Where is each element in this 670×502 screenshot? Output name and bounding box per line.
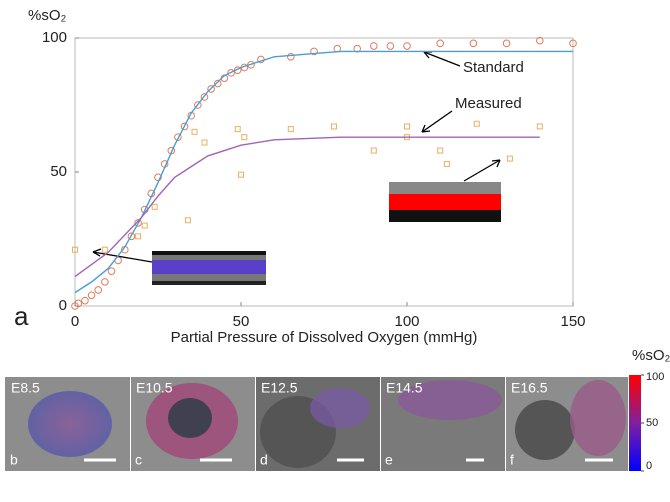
point	[213, 79, 222, 88]
colorbar-tick-label: 50	[646, 417, 658, 429]
point	[569, 39, 577, 48]
point	[194, 101, 202, 109]
point	[180, 122, 189, 131]
arrows	[92, 51, 501, 263]
point	[74, 299, 83, 308]
panel-stage: E10.5	[136, 380, 173, 396]
x-axis-label: Partial Pressure of Dissolved Oxygen (mm…	[171, 329, 478, 346]
panel-letter: d	[260, 452, 268, 468]
point	[184, 217, 191, 224]
point	[174, 133, 182, 141]
fit-line	[74, 136, 540, 278]
point	[227, 69, 235, 77]
point	[127, 232, 136, 241]
annotation: Measured	[455, 95, 522, 112]
point	[404, 123, 410, 130]
point	[386, 42, 395, 50]
point	[87, 291, 96, 300]
point	[502, 39, 511, 48]
ultrasound-panels	[5, 377, 628, 471]
inset-standard	[389, 182, 501, 222]
fit-line	[74, 50, 573, 294]
point	[287, 126, 294, 133]
point	[72, 246, 78, 253]
colorbar-title: %sO₂	[632, 347, 670, 364]
point	[141, 222, 148, 229]
panel-stage: E16.5	[511, 380, 548, 396]
panel-letter: f	[510, 452, 514, 468]
point	[94, 286, 103, 294]
annotation: Standard	[463, 59, 524, 76]
point	[200, 93, 209, 101]
panel-letter: a	[14, 301, 29, 331]
colorbar	[629, 375, 641, 471]
point	[370, 147, 377, 154]
x-tick-label: 150	[560, 313, 585, 330]
point	[201, 139, 208, 146]
point	[287, 52, 295, 61]
point	[151, 203, 158, 210]
point	[443, 160, 450, 167]
point	[473, 120, 480, 127]
point	[101, 278, 109, 286]
plot-frame	[74, 37, 574, 307]
point	[437, 147, 444, 154]
panel-stage: E14.5	[386, 380, 423, 396]
point	[469, 39, 478, 48]
panel-stage: E12.5	[261, 380, 298, 396]
point	[207, 85, 215, 93]
point	[310, 47, 318, 56]
point	[238, 171, 244, 178]
colorbar-tick-label: 100	[646, 371, 664, 383]
point	[403, 42, 411, 50]
point	[81, 296, 89, 305]
point	[241, 134, 248, 141]
y-axis-label: %sO₂	[28, 7, 67, 24]
panel-letter: c	[135, 452, 142, 468]
panel-letter: e	[385, 452, 393, 468]
point	[107, 267, 116, 275]
point	[101, 246, 108, 253]
inset-measured	[152, 251, 266, 285]
point	[536, 123, 543, 130]
point	[506, 155, 513, 162]
x-tick-label: 100	[394, 313, 419, 330]
point	[436, 39, 445, 48]
panel-stage: E8.5	[11, 380, 40, 396]
colorbar-tick-label: 0	[646, 460, 652, 472]
y-tick-label: 100	[42, 29, 67, 46]
point	[330, 123, 337, 130]
point	[134, 219, 142, 227]
x-tick-label: 50	[233, 313, 250, 330]
point	[536, 36, 544, 45]
point	[135, 233, 142, 240]
panel-letter: b	[10, 452, 18, 468]
point	[370, 42, 378, 50]
point	[234, 126, 241, 133]
x-tick-label: 0	[71, 313, 79, 330]
y-tick-label: 0	[59, 297, 67, 314]
point	[154, 173, 162, 182]
point	[191, 128, 198, 135]
y-tick-label: 50	[50, 163, 67, 180]
